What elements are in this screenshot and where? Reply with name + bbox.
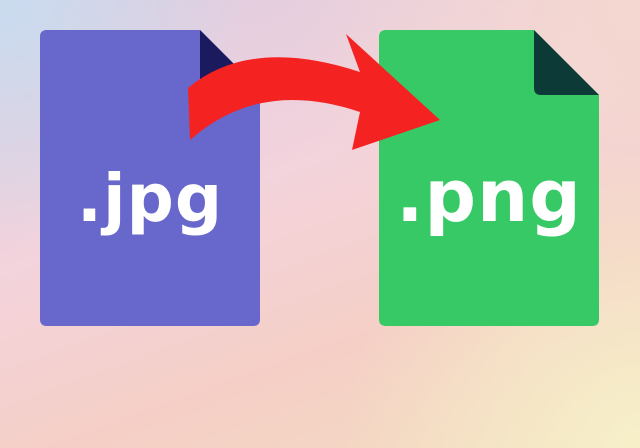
png-file-icon: .png — [379, 30, 599, 326]
jpg-file-icon: .jpg — [40, 30, 260, 326]
png-file-fold-corner — [534, 30, 599, 95]
png-extension-label: .png — [396, 154, 582, 238]
jpg-file-fold-corner — [200, 30, 260, 90]
jpg-extension-label: .jpg — [76, 160, 224, 237]
